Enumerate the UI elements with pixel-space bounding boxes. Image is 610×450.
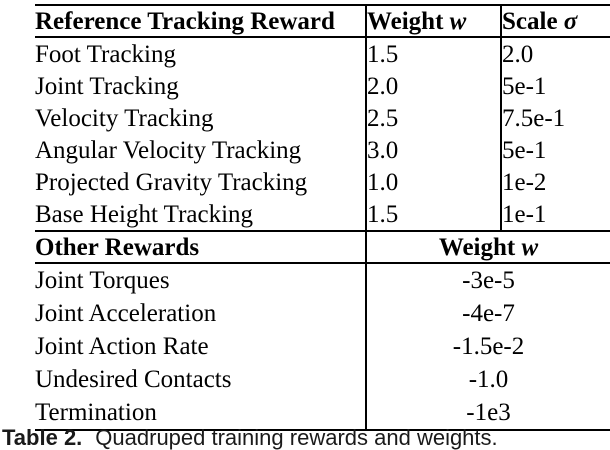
math-sigma-symbol: σ [563, 7, 578, 35]
reward-name: Joint Torques [35, 267, 170, 294]
reward-scale: 2.0 [500, 37, 610, 70]
reward-weight: -1.0 [365, 363, 610, 396]
table-row: Joint Torques -3e-5 [35, 263, 610, 297]
table-caption: Table 2. Quadruped training rewards and w… [2, 426, 608, 450]
reward-weight: 3.0 [365, 134, 501, 166]
reward-name: Joint Acceleration [35, 300, 217, 327]
header-reference-tracking-reward: Reference Tracking Reward [35, 5, 366, 38]
table-row: Joint Tracking 2.0 5e-1 [35, 70, 610, 102]
reward-scale: 1e-1 [500, 198, 610, 231]
reward-scale: 5e-1 [500, 134, 610, 166]
caption-label: Table 2. [2, 425, 83, 450]
reward-scale: 5e-1 [500, 70, 610, 102]
table-row: Termination -1e3 [35, 396, 610, 430]
reward-scale: 1e-2 [500, 166, 610, 198]
table-row: Undesired Contacts -1.0 [35, 363, 610, 396]
table-row: Velocity Tracking 2.5 7.5e-1 [35, 102, 610, 134]
reward-weight: 2.5 [365, 102, 501, 134]
table-row: Foot Tracking 1.5 2.0 [35, 37, 610, 70]
reward-name: Joint Tracking [35, 72, 179, 100]
reward-name: Foot Tracking [35, 40, 177, 68]
reward-name: Joint Action Rate [35, 333, 209, 360]
table-row: Base Height Tracking 1.5 1e-1 [35, 198, 610, 231]
header-weight-label: Weight [367, 7, 450, 35]
table-row: Joint Acceleration -4e-7 [35, 297, 610, 330]
reward-name: Base Height Tracking [35, 200, 254, 228]
header-weight-label: Weight [438, 233, 522, 261]
header-scale: Scale σ [500, 5, 610, 38]
table-row: Angular Velocity Tracking 3.0 5e-1 [35, 134, 610, 166]
table-row: Joint Action Rate -1.5e-2 [35, 330, 610, 363]
reward-weight: 2.0 [365, 70, 501, 102]
header-weight-span: Weight w [365, 230, 610, 264]
caption-text: Quadruped training rewards and weights. [95, 425, 498, 450]
reward-weight: -1.5e-2 [365, 330, 610, 363]
header-other-rewards: Other Rewards [35, 230, 366, 264]
reward-name: Velocity Tracking [35, 104, 214, 132]
reward-weight: -1e3 [365, 396, 610, 430]
other-rewards-header-row: Other Rewards Weight w [35, 230, 610, 264]
header-scale-label: Scale [502, 7, 564, 35]
reward-weight: 1.0 [365, 166, 501, 198]
reward-weight: 1.5 [365, 198, 501, 231]
reward-name: Projected Gravity Tracking [35, 168, 308, 196]
table-row: Projected Gravity Tracking 1.0 1e-2 [35, 166, 610, 198]
reward-weight: -3e-5 [365, 263, 610, 297]
reward-name: Termination [35, 399, 157, 426]
header-weight: Weight w [365, 5, 501, 38]
reward-weight: -4e-7 [365, 297, 610, 330]
reward-scale: 7.5e-1 [500, 102, 610, 134]
reward-weight: 1.5 [365, 37, 501, 70]
reference-tracking-header-row: Reference Tracking Reward Weight w Scale… [35, 5, 610, 38]
math-w-symbol: w [521, 233, 539, 261]
rewards-table: Reference Tracking Reward Weight w Scale… [35, 4, 610, 431]
reward-name: Undesired Contacts [35, 366, 232, 393]
reward-name: Angular Velocity Tracking [35, 136, 302, 164]
math-w-symbol: w [449, 7, 467, 35]
